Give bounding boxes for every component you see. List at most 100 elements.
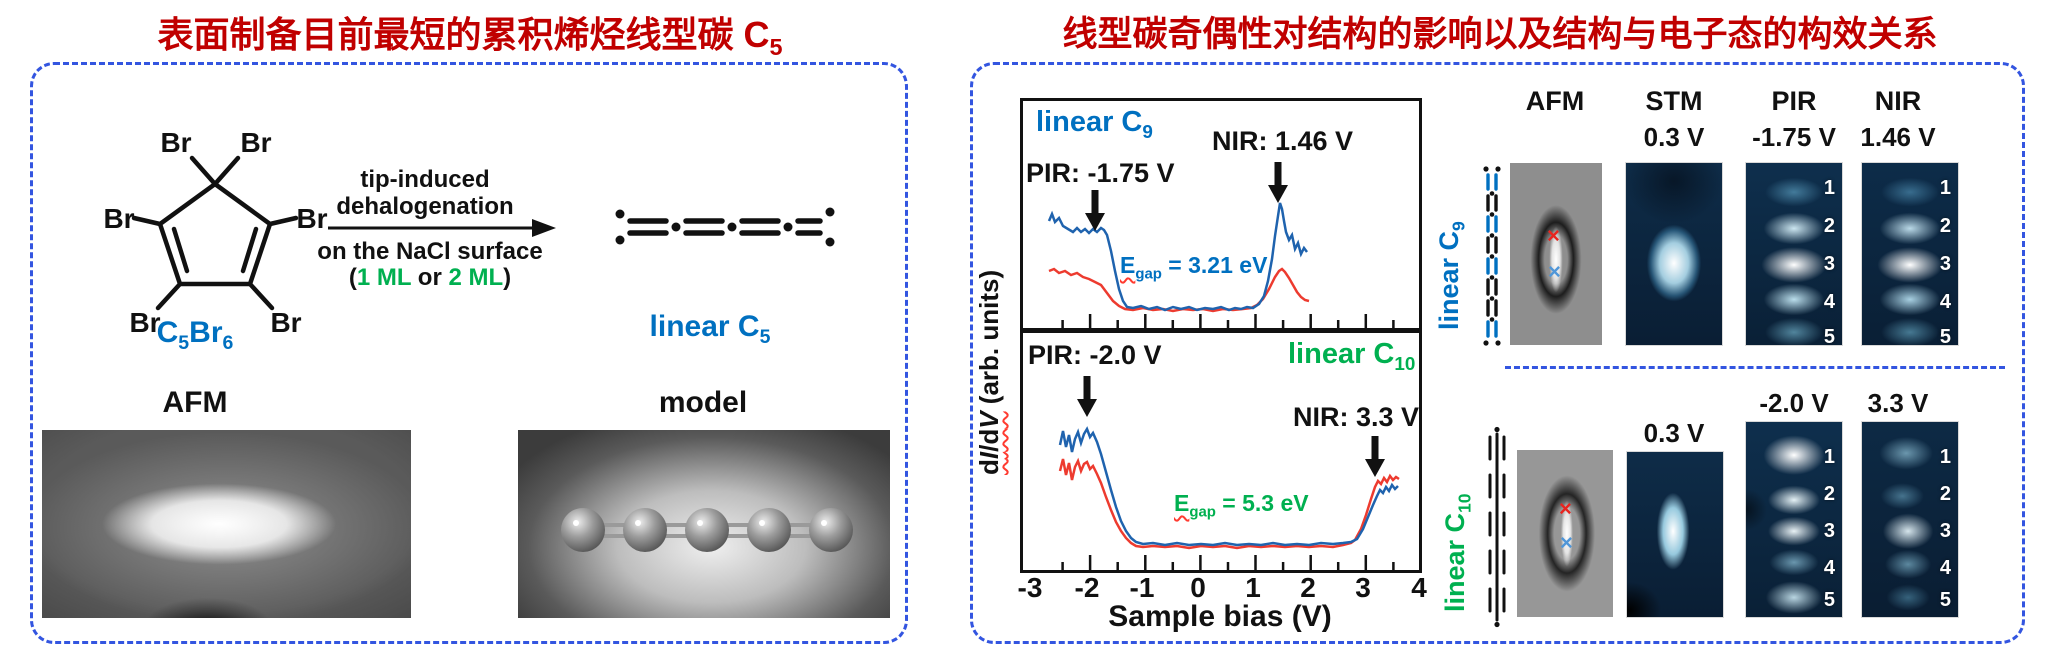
ylabel-d2: /d xyxy=(974,428,1004,452)
c9-egap-label: Egap = 3.21 eV xyxy=(1120,252,1267,283)
lobe-number: 4 xyxy=(1939,557,1951,579)
c10-egap-label: Egap = 5.3 eV xyxy=(1174,490,1309,521)
lobe-number: 5 xyxy=(1823,589,1835,611)
cumulene-structure xyxy=(615,207,835,247)
ylabel-d1: d xyxy=(974,459,1004,475)
model-label: model xyxy=(658,386,748,419)
c10-nir-label: NIR: 3.3 V xyxy=(1293,402,1420,432)
curve-c10-red xyxy=(1058,457,1400,550)
cond-open: ( xyxy=(348,264,357,291)
lobe-number: 2 xyxy=(1939,215,1951,237)
ring-bonds xyxy=(157,181,273,287)
c5br6-formula: C5Br6 xyxy=(120,316,270,355)
left-panel-box xyxy=(30,62,908,644)
br-label: Br xyxy=(103,203,134,234)
egap-val: = 5.3 eV xyxy=(1215,490,1309,516)
c10-structure-schematic xyxy=(1488,426,1506,628)
lobe-number: 3 xyxy=(1823,520,1835,542)
reaction-line1: tip-induced xyxy=(360,166,490,193)
row2-stm-voltage: 0.3 V xyxy=(1643,418,1705,448)
double-bond-right xyxy=(240,226,259,274)
spectrum-c9-plot xyxy=(1047,202,1395,328)
bond-br-topright xyxy=(212,155,241,187)
lobe-number: 1 xyxy=(1823,446,1835,468)
spectrum-panel-c10 xyxy=(1020,330,1422,573)
row2-vlabel-main: linear C xyxy=(1440,512,1470,612)
lobe-number: 3 xyxy=(1939,253,1951,275)
lobe-number: 4 xyxy=(1823,557,1835,579)
product-label-main: linear C xyxy=(649,310,760,343)
afm-image-c5 xyxy=(42,430,411,618)
egap-sub: gap xyxy=(1135,265,1162,283)
cond-1ml: 1 ML xyxy=(356,264,412,291)
row2-vertical-label: linear C10 xyxy=(1440,493,1475,612)
lobe-number: 3 xyxy=(1823,253,1835,275)
bond-br-right xyxy=(267,215,299,227)
row2-nir-voltage: 3.3 V xyxy=(1867,388,1929,418)
egap-e: E xyxy=(1120,252,1136,278)
row1-vertical-label: linear C9 xyxy=(1434,221,1469,330)
reaction-line2: dehalogenation xyxy=(336,193,514,220)
row2-afm-image: × × xyxy=(1517,450,1613,617)
blue-x-marker: × xyxy=(1548,259,1561,284)
c9-plot-label-sub: 9 xyxy=(1142,120,1153,142)
c9-pir-label: PIR: -1.75 V xyxy=(1026,158,1175,188)
c9-structure-schematic xyxy=(1483,166,1501,346)
double-bond-left xyxy=(171,226,190,274)
xtick-3: 3 xyxy=(1355,572,1371,603)
cond-close: ) xyxy=(503,264,512,291)
row2-stm-image xyxy=(1627,452,1723,617)
ylabel-i: I xyxy=(974,451,1004,460)
xtick--1: -1 xyxy=(1129,572,1155,603)
spectra-ylabel: dI/dV (arb. units) xyxy=(974,270,1005,475)
br-label: Br xyxy=(129,307,160,338)
left-title-sub: 5 xyxy=(769,34,783,61)
left-title-text: 表面制备目前最短的累积烯烃线型碳 C xyxy=(157,14,770,55)
grid-header-pir: PIR xyxy=(1771,86,1817,116)
xtick--3: -3 xyxy=(1017,572,1043,603)
model-image xyxy=(518,430,890,618)
xtick-0: 0 xyxy=(1190,572,1206,603)
c10-nir-arrow xyxy=(1365,436,1385,477)
egap-e: E xyxy=(1174,490,1190,516)
row2-nir-image: 1 2 3 4 5 xyxy=(1862,422,1958,617)
ylabel-didv: dI/dV xyxy=(974,411,1004,475)
spectrum-c10-plot xyxy=(1058,426,1400,570)
br-label: Br xyxy=(240,127,271,158)
c10-pir-arrow xyxy=(1077,376,1097,417)
reaction-arrow xyxy=(328,219,556,237)
c9-plot-label: linear C9 xyxy=(1036,106,1153,143)
xtick-1: 1 xyxy=(1245,572,1261,603)
right-title: 线型碳奇偶性对结构的影响以及结构与电子态的构效关系 xyxy=(1062,15,1938,54)
curve-c9-red xyxy=(1048,267,1310,313)
product-label-sub: 5 xyxy=(759,326,771,348)
red-x-marker: × xyxy=(1559,496,1572,521)
row1-stm-voltage: 0.3 V xyxy=(1643,122,1705,152)
c9-nir-arrow xyxy=(1268,162,1288,203)
formula-c-sub: 5 xyxy=(178,332,190,354)
bond-br-botleft xyxy=(155,281,183,311)
lobe-number: 3 xyxy=(1939,520,1951,542)
bond-br-botright xyxy=(247,281,275,311)
row1-nir-image: 1 2 3 4 5 xyxy=(1862,163,1958,347)
lobe-number: 1 xyxy=(1823,177,1835,199)
c10-plot-label: linear C10 xyxy=(1288,338,1415,375)
formula-br-sub: 6 xyxy=(222,332,234,354)
cond-2ml: 2 ML xyxy=(448,264,504,291)
xtick-2: 2 xyxy=(1300,572,1316,603)
blue-x-marker: × xyxy=(1560,530,1573,555)
spectra-xlabel: Sample bias (V) xyxy=(1108,600,1332,633)
lobe-number: 1 xyxy=(1939,177,1951,199)
curve-c10-blue xyxy=(1058,426,1399,547)
curve-c9-blue xyxy=(1047,202,1308,312)
lobe-number: 2 xyxy=(1823,483,1835,505)
reaction-line3: on the NaCl surface xyxy=(317,238,543,265)
lobe-number: 2 xyxy=(1939,483,1951,505)
row1-pir-image: 1 2 3 4 5 xyxy=(1746,163,1842,347)
br-label: Br xyxy=(296,203,327,234)
c10-pir-label: PIR: -2.0 V xyxy=(1028,340,1162,370)
row2-vlabel-sub: 10 xyxy=(1454,493,1475,513)
row1-vlabel-main: linear C xyxy=(1434,230,1464,330)
grid-header-afm: AFM xyxy=(1525,86,1585,116)
